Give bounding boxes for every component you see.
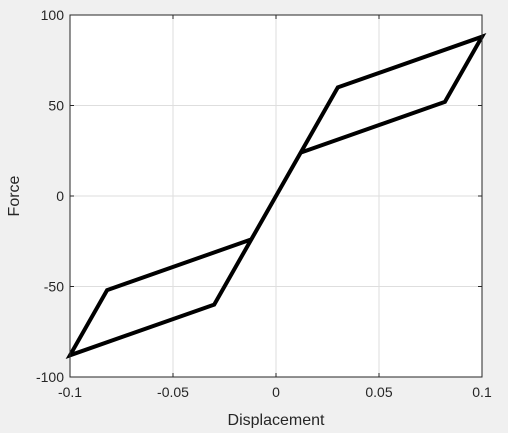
y-tick-label: 100 [41,7,65,23]
x-tick-label: -0.1 [58,384,82,400]
x-axis-title: Displacement [228,412,325,428]
x-tick-label: 0.1 [472,384,492,400]
series-group [65,33,487,359]
x-tick-label: 0 [272,384,280,400]
y-axis-ticks: -100 -50 0 50 100 [36,7,482,385]
y-axis-title: Force [6,175,23,216]
x-axis-ticks: -0.1 -0.05 0 0.05 0.1 [58,15,492,400]
y-tick-label: -50 [44,279,64,295]
x-tick-label: -0.05 [157,384,189,400]
hysteresis-loop-line [65,33,487,359]
y-tick-label: 50 [48,98,64,114]
y-tick-label: -100 [36,369,64,385]
x-tick-label: 0.05 [365,384,392,400]
y-tick-label: 0 [56,188,64,204]
